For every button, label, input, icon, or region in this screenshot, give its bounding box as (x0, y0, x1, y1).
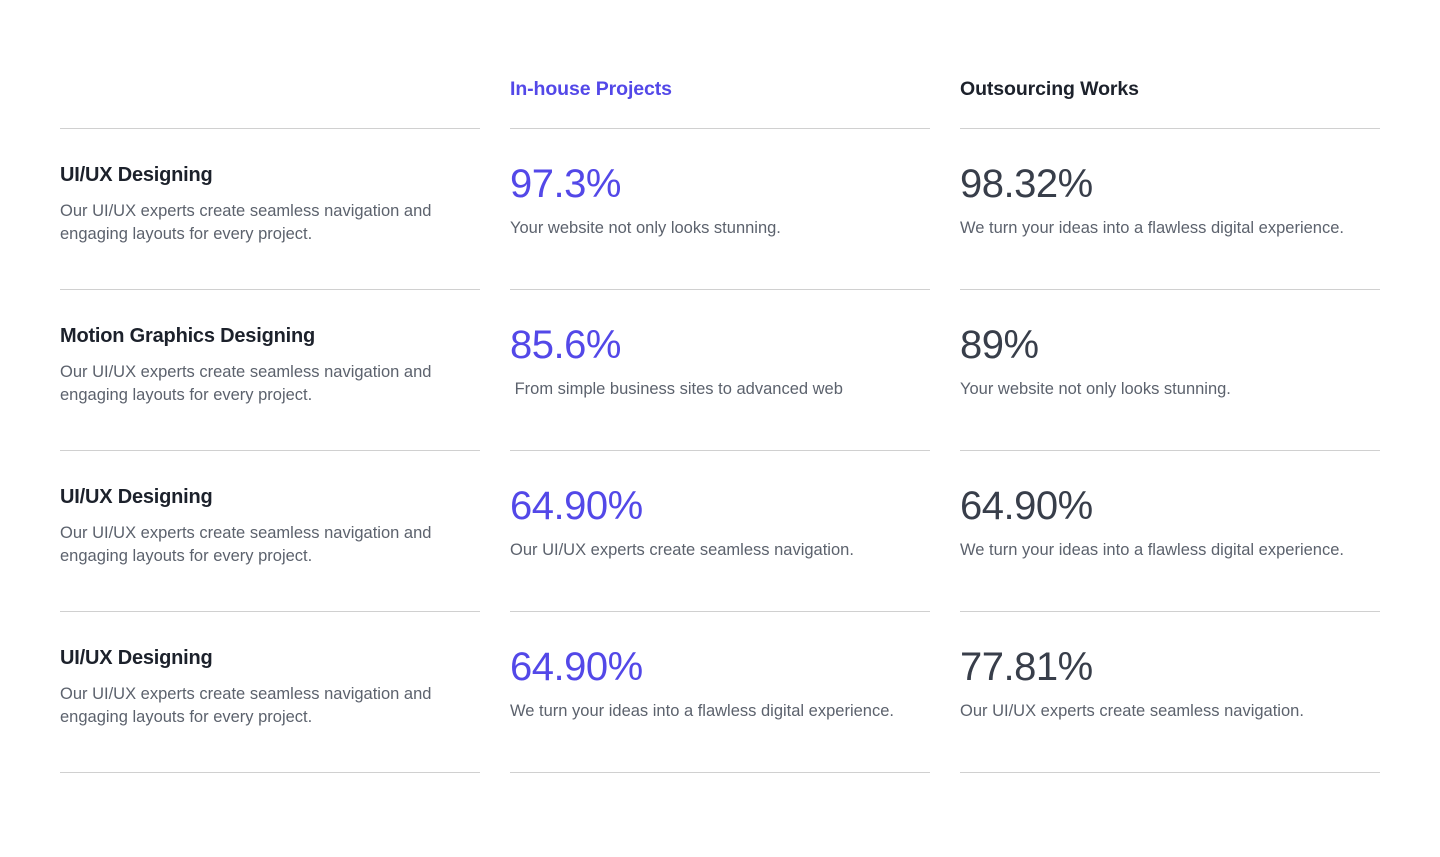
table-row: UI/UX Designing Our UI/UX experts create… (60, 129, 1380, 290)
service-description: Our UI/UX experts create seamless naviga… (60, 363, 432, 404)
outsourcing-stat-cell: 64.90% We turn your ideas into a flawles… (960, 451, 1380, 612)
inhouse-stat-cell: 85.6% From simple business sites to adva… (510, 290, 930, 451)
service-cell: Motion Graphics Designing Our UI/UX expe… (60, 290, 480, 451)
outsourcing-percentage: 89% (960, 323, 1039, 367)
inhouse-percentage: 64.90% (510, 645, 643, 689)
service-description: Our UI/UX experts create seamless naviga… (60, 202, 432, 243)
inhouse-caption: Your website not only looks stunning. (510, 219, 781, 237)
header-cell-services (60, 0, 480, 129)
table-header-row: In-house Projects Outsourcing Works (60, 0, 1380, 129)
outsourcing-caption: We turn your ideas into a flawless digit… (960, 219, 1344, 237)
inhouse-caption: From simple business sites to advanced w… (510, 380, 843, 398)
tab-outsourcing-works[interactable]: Outsourcing Works (960, 78, 1139, 100)
service-cell: UI/UX Designing Our UI/UX experts create… (60, 612, 480, 773)
service-title: Motion Graphics Designing (60, 325, 316, 347)
outsourcing-percentage: 64.90% (960, 484, 1093, 528)
outsourcing-percentage: 77.81% (960, 645, 1093, 689)
inhouse-percentage: 64.90% (510, 484, 643, 528)
service-title: UI/UX Designing (60, 647, 213, 669)
outsourcing-stat-cell: 77.81% Our UI/UX experts create seamless… (960, 612, 1380, 773)
tab-inhouse-projects[interactable]: In-house Projects (510, 78, 672, 100)
header-cell-outsourcing: Outsourcing Works (960, 0, 1380, 129)
outsourcing-stat-cell: 89% Your website not only looks stunning… (960, 290, 1380, 451)
outsourcing-percentage: 98.32% (960, 162, 1093, 206)
outsourcing-caption: We turn your ideas into a flawless digit… (960, 541, 1344, 559)
inhouse-stat-cell: 64.90% Our UI/UX experts create seamless… (510, 451, 930, 612)
inhouse-percentage: 85.6% (510, 323, 621, 367)
table-row: UI/UX Designing Our UI/UX experts create… (60, 451, 1380, 612)
table-row: Motion Graphics Designing Our UI/UX expe… (60, 290, 1380, 451)
inhouse-caption: We turn your ideas into a flawless digit… (510, 702, 894, 720)
service-cell: UI/UX Designing Our UI/UX experts create… (60, 451, 480, 612)
header-cell-inhouse: In-house Projects (510, 0, 930, 129)
inhouse-stat-cell: 97.3% Your website not only looks stunni… (510, 129, 930, 290)
service-description: Our UI/UX experts create seamless naviga… (60, 685, 432, 726)
service-title: UI/UX Designing (60, 486, 213, 508)
service-description: Our UI/UX experts create seamless naviga… (60, 524, 432, 565)
outsourcing-caption: Our UI/UX experts create seamless naviga… (960, 702, 1304, 720)
table-row: UI/UX Designing Our UI/UX experts create… (60, 612, 1380, 773)
service-title: UI/UX Designing (60, 164, 213, 186)
outsourcing-caption: Your website not only looks stunning. (960, 380, 1231, 398)
projects-comparison-table: In-house Projects Outsourcing Works UI/U… (60, 0, 1380, 773)
inhouse-percentage: 97.3% (510, 162, 621, 206)
inhouse-stat-cell: 64.90% We turn your ideas into a flawles… (510, 612, 930, 773)
inhouse-caption: Our UI/UX experts create seamless naviga… (510, 541, 854, 559)
service-cell: UI/UX Designing Our UI/UX experts create… (60, 129, 480, 290)
outsourcing-stat-cell: 98.32% We turn your ideas into a flawles… (960, 129, 1380, 290)
